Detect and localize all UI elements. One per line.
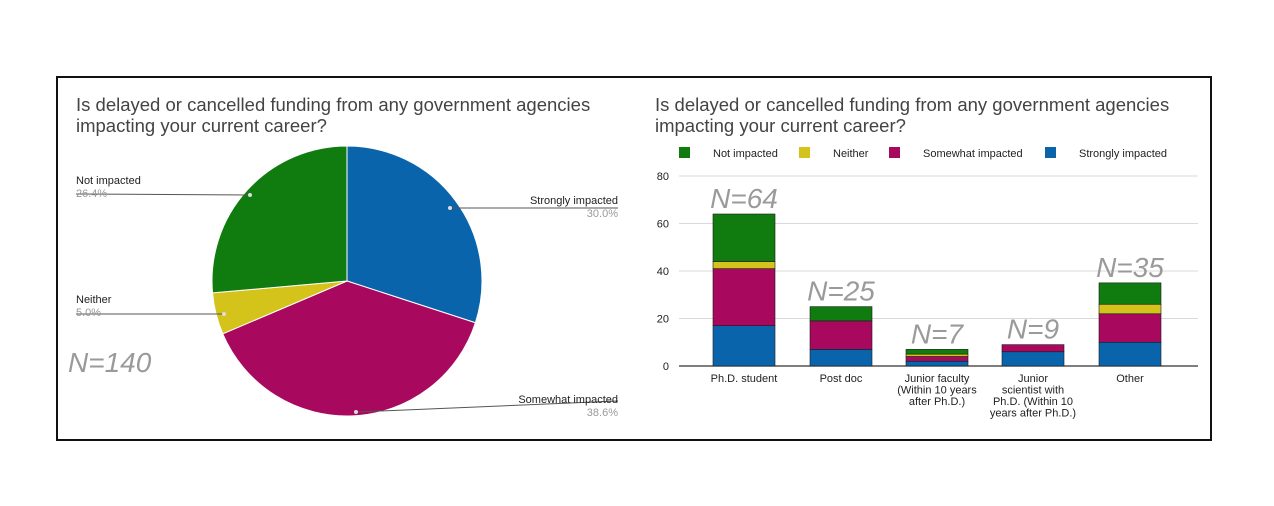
x-tick-label: after Ph.D.) xyxy=(909,396,965,408)
bar-segment xyxy=(905,353,969,357)
bar-segment xyxy=(1098,313,1162,343)
pie-title-line: impacting your current career? xyxy=(76,115,327,136)
y-tick-label: 40 xyxy=(657,266,669,278)
x-tick-label: Ph.D. student xyxy=(711,373,778,385)
figure-frame: Is delayed or cancelled funding from any… xyxy=(56,76,1212,441)
y-tick-label: 60 xyxy=(657,219,669,231)
bar-segment xyxy=(1001,351,1065,367)
pie-leader-dot xyxy=(222,312,226,316)
bar-segment xyxy=(1098,341,1162,367)
legend-swatch xyxy=(679,147,690,158)
bar-segment xyxy=(905,356,969,362)
bar-segment xyxy=(712,268,776,326)
pie-leader-line xyxy=(355,400,619,413)
bar-title-line: impacting your current career? xyxy=(655,115,906,136)
x-tick-label: (Within 10 years xyxy=(897,385,977,397)
legend-swatch xyxy=(799,147,810,158)
bar-segment xyxy=(1001,344,1065,353)
pie-n-annotation: N=140 xyxy=(68,347,152,378)
pie-slice-percent: 30.0% xyxy=(587,208,618,220)
pie-slice-label: Not impacted xyxy=(76,175,141,187)
pie-slice-label: Neither xyxy=(76,294,112,306)
x-tick-label: Post doc xyxy=(820,373,863,385)
bar-n-annotation: N=7 xyxy=(911,318,965,349)
bar-segment xyxy=(809,306,873,322)
bar-title-line: Is delayed or cancelled funding from any… xyxy=(655,94,1169,115)
pie-leader-dot xyxy=(354,410,358,414)
y-tick-label: 80 xyxy=(657,171,669,183)
pie-slice xyxy=(222,280,477,417)
bar-n-annotation: N=9 xyxy=(1007,314,1059,345)
y-tick-label: 0 xyxy=(663,361,669,373)
legend-swatch xyxy=(1045,147,1056,158)
bar-segment xyxy=(712,325,776,367)
legend-label: Somewhat impacted xyxy=(923,148,1023,160)
bar-segment xyxy=(905,360,969,367)
legend-label: Strongly impacted xyxy=(1079,148,1167,160)
bar-segment xyxy=(809,349,873,367)
pie-slice-percent: 26.4% xyxy=(76,188,107,200)
x-tick-label: Ph.D. (Within 10 xyxy=(993,396,1073,408)
bar-segment xyxy=(1098,282,1162,305)
pie-slice-percent: 38.6% xyxy=(587,407,618,419)
bar-segment xyxy=(1098,303,1162,315)
legend-swatch xyxy=(889,147,900,158)
bar-n-annotation: N=64 xyxy=(710,183,778,214)
pie-slice-label: Strongly impacted xyxy=(530,195,618,207)
pie-slice xyxy=(211,145,348,294)
bar-n-annotation: N=35 xyxy=(1096,252,1164,283)
pie-slice-percent: 5.0% xyxy=(76,307,101,319)
bar-n-annotation: N=25 xyxy=(807,276,875,307)
pie-chart: Is delayed or cancelled funding from any… xyxy=(68,94,619,419)
x-tick-label: scientist with xyxy=(1002,385,1064,397)
bar-segment xyxy=(712,261,776,269)
x-tick-label: Junior xyxy=(1018,373,1048,385)
bar-segment xyxy=(809,320,873,350)
pie-title-line: Is delayed or cancelled funding from any… xyxy=(76,94,590,115)
y-tick-label: 20 xyxy=(657,314,669,326)
x-tick-label: Other xyxy=(1116,373,1144,385)
x-tick-label: Junior faculty xyxy=(905,373,970,385)
x-tick-label: years after Ph.D.) xyxy=(990,408,1076,420)
bar-segment xyxy=(712,213,776,262)
pie-slice-label: Somewhat impacted xyxy=(518,394,618,406)
legend-label: Not impacted xyxy=(713,148,778,160)
stacked-bar-chart: Is delayed or cancelled funding from any… xyxy=(655,94,1198,420)
pie-leader-dot xyxy=(248,193,252,197)
bar-segment xyxy=(905,349,969,355)
pie-slice xyxy=(346,145,483,324)
pie-leader-line xyxy=(75,193,251,196)
pie-leader-dot xyxy=(448,206,452,210)
legend-label: Neither xyxy=(833,148,869,160)
